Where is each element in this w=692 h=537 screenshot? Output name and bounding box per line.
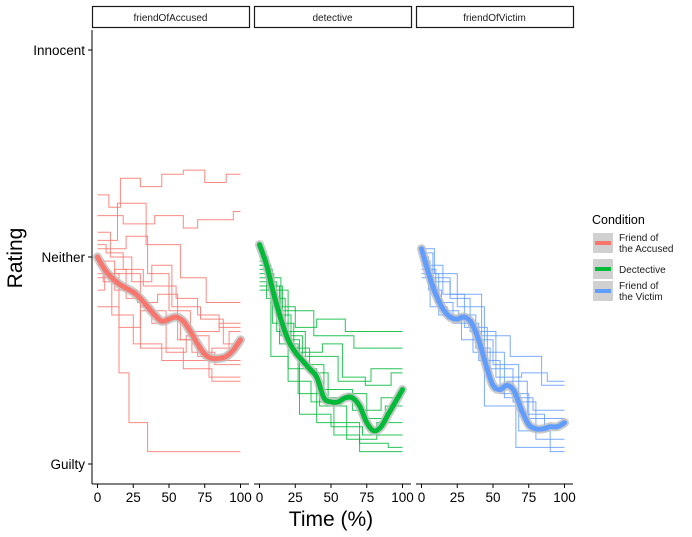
x-tick-label: 75 <box>359 490 374 505</box>
panel-friendOfVictim: friendOfVictim <box>415 5 575 453</box>
legend-label: Friend of <box>619 233 659 244</box>
y-axis-title: Rating <box>4 228 27 289</box>
x-tick-label: 50 <box>161 490 176 505</box>
y-tick-label: Neither <box>41 250 85 265</box>
smooth-line <box>257 242 405 434</box>
trace-line <box>97 202 241 303</box>
x-tick-label: 100 <box>229 490 252 505</box>
strip-label: friendOfVictim <box>463 13 526 24</box>
panel-detective: detective <box>253 5 413 453</box>
x-tick-label: 100 <box>553 490 576 505</box>
panels: friendOfAccused detective friendOfVictim <box>91 5 575 453</box>
strip-box <box>253 5 413 29</box>
x-axis: 0 25 50 75 100 0 25 50 75 100 0 25 50 75 100 <box>92 483 576 505</box>
x-tick-label: 0 <box>256 490 264 505</box>
trace-line <box>259 260 403 436</box>
x-tick-label: 0 <box>418 490 426 505</box>
legend-label: Friend of <box>619 281 659 292</box>
y-tick-label: Innocent <box>33 43 85 58</box>
smooth-line <box>95 254 243 362</box>
smooth-line <box>419 246 567 432</box>
x-tick-label: 25 <box>450 490 465 505</box>
x-tick-label: 25 <box>126 490 141 505</box>
x-tick-label: 0 <box>94 490 102 505</box>
trace-line <box>97 231 241 345</box>
y-axis: Guilty Neither Innocent <box>33 30 93 484</box>
trace-line <box>97 244 241 328</box>
trace-line <box>97 169 241 208</box>
x-axis-title: Time (%) <box>289 508 373 531</box>
trace-line <box>259 285 403 440</box>
trace-line <box>97 277 241 382</box>
legend-entry: Dectective <box>593 259 666 279</box>
strip-box <box>415 5 575 29</box>
x-tick-label: 50 <box>323 490 338 505</box>
trace-line <box>97 235 241 332</box>
trace-line <box>97 273 241 361</box>
legend-title: Condition <box>592 213 645 227</box>
x-tick-label: 25 <box>288 490 303 505</box>
x-tick-label: 50 <box>485 490 500 505</box>
x-tick-label: 100 <box>391 490 414 505</box>
y-tick-label: Guilty <box>50 457 85 472</box>
trace-line <box>421 264 565 440</box>
trace-line <box>259 289 403 453</box>
panel-friendOfAccused: friendOfAccused <box>91 5 251 453</box>
trace-line <box>259 268 403 386</box>
trace-line <box>421 248 565 448</box>
x-tick-label: 75 <box>521 490 536 505</box>
legend-label: Dectective <box>619 265 666 276</box>
strip-label: friendOfAccused <box>134 13 208 24</box>
legend-label: the Victim <box>619 292 663 303</box>
x-tick-label: 75 <box>197 490 212 505</box>
strip-label: detective <box>312 13 352 24</box>
trace-line <box>97 211 241 229</box>
legend-label: the Accused <box>619 244 673 255</box>
trace-line <box>421 277 565 386</box>
strip-box <box>91 5 251 29</box>
